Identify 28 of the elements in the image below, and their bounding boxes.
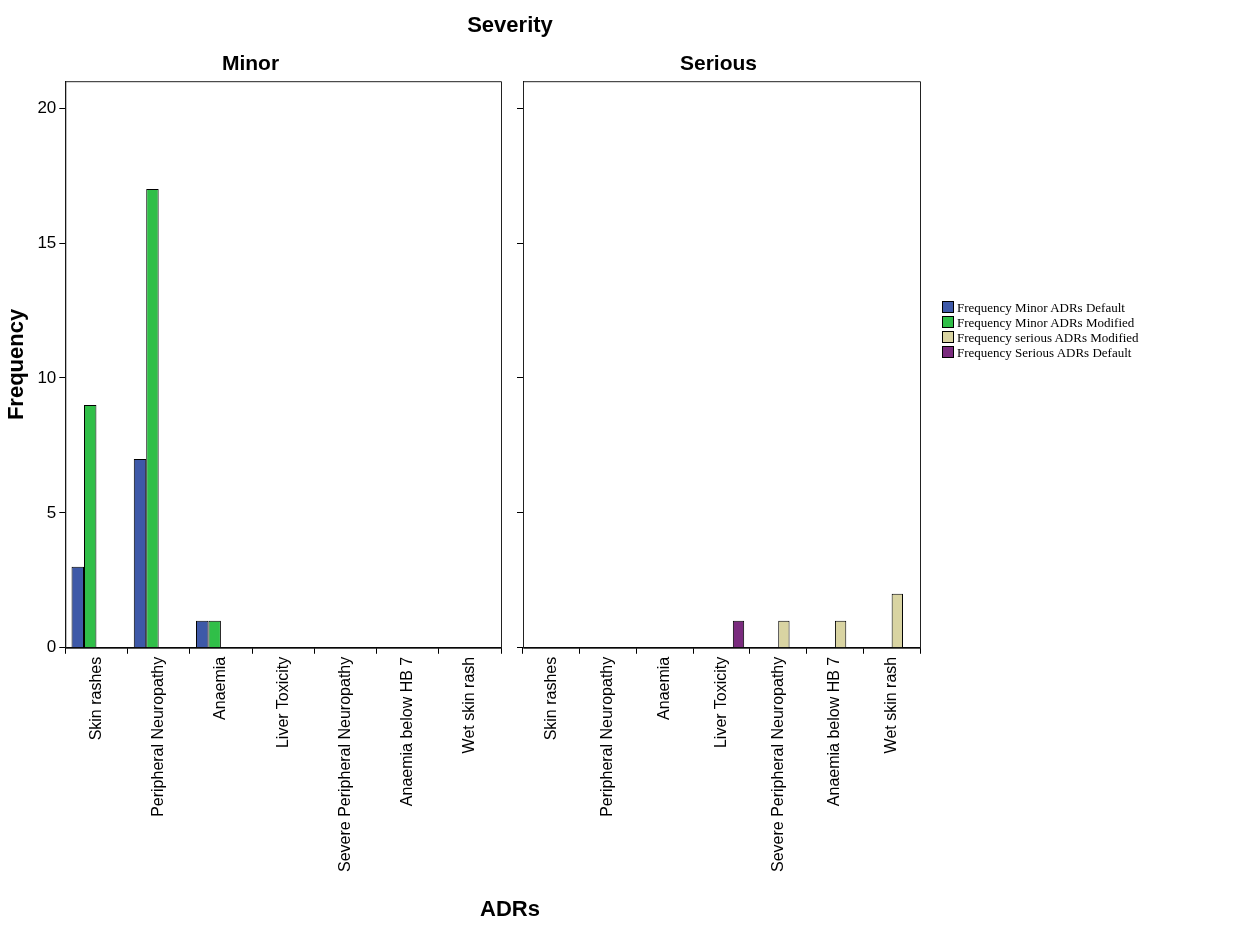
x-axis-title: ADRs xyxy=(479,896,541,922)
chart-title: Serious xyxy=(679,51,758,75)
y-tick-label: 20 xyxy=(37,97,57,117)
legend-label: Frequency Serious ADRs Default xyxy=(956,345,1133,360)
x-tick-label: Skin rashes xyxy=(86,656,104,741)
x-tick-label: Anaemia below HB 7 xyxy=(825,656,843,807)
x-tick-label: Peripheral Neuropathy xyxy=(149,656,167,817)
legend-label: Frequency Minor ADRs Modified xyxy=(956,315,1136,330)
legend-label: Frequency Minor ADRs Default xyxy=(956,300,1126,315)
y-axis-title: Frequency xyxy=(3,308,29,421)
text: Severity xyxy=(466,12,554,38)
x-tick-label: Peripheral Neuropathy xyxy=(598,656,616,817)
y-tick-label: 15 xyxy=(37,232,57,252)
x-tick-label: Anaemia xyxy=(211,656,229,720)
x-tick-label: Liver Toxicity xyxy=(273,656,291,749)
y-tick-label: 5 xyxy=(46,502,57,522)
x-tick-label: Severe Peripheral Neuropathy xyxy=(768,656,786,872)
x-tick-label: Skin rashes xyxy=(541,656,559,741)
x-tick-label: Anaemia xyxy=(655,656,673,720)
legend-label: Frequency serious ADRs Modified xyxy=(956,330,1139,345)
y-tick-label: 10 xyxy=(37,367,57,387)
x-tick-label: Severe Peripheral Neuropathy xyxy=(335,656,353,872)
x-tick-label: Anaemia below HB 7 xyxy=(398,656,416,807)
x-tick-label: Wet skin rash xyxy=(882,656,900,754)
y-tick-label: 0 xyxy=(46,637,57,657)
x-tick-label: Liver Toxicity xyxy=(711,656,729,749)
x-tick-label: Wet skin rash xyxy=(460,656,478,754)
chart-title: Minor xyxy=(221,51,280,75)
